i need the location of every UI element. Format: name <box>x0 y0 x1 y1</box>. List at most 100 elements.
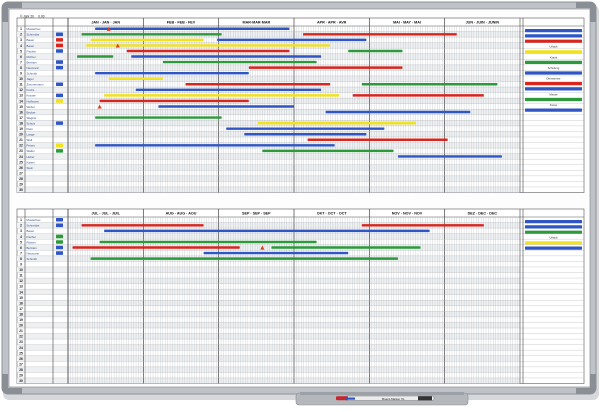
magnet-strip-blue[interactable] <box>203 251 349 255</box>
flag-marker[interactable] <box>115 43 120 48</box>
magnet-strip-green[interactable] <box>262 149 394 153</box>
legend-strip-blue[interactable] <box>525 108 582 112</box>
row-name-label[interactable]: Fischer <box>27 235 37 239</box>
magnet-tag-yellow[interactable] <box>56 143 63 148</box>
magnet-strip-red[interactable] <box>72 246 240 249</box>
row-name-label[interactable]: Musterfrau <box>27 27 41 31</box>
magnet-strip-blue[interactable] <box>158 105 294 108</box>
legend-strip-blue[interactable] <box>525 225 582 229</box>
magnet-tag-blue[interactable] <box>56 251 63 255</box>
row-name-label[interactable]: Wolf <box>27 138 33 142</box>
magnet-strip-green[interactable] <box>348 49 403 53</box>
magnet-tag-blue[interactable] <box>56 82 63 87</box>
magnet-strip-yellow[interactable] <box>257 121 417 125</box>
magnet-strip-blue[interactable] <box>95 144 335 147</box>
legend-strip-yellow[interactable] <box>525 50 582 54</box>
row-name-label[interactable]: Zimmermann <box>27 83 44 87</box>
row-name-label[interactable]: Richter <box>27 240 36 244</box>
row-name-label[interactable]: Schneider <box>27 33 40 37</box>
magnet-strip-blue[interactable] <box>397 155 502 158</box>
magnet-strip-blue[interactable] <box>95 71 249 75</box>
row-name-label[interactable]: Becker <box>27 110 36 114</box>
row-name-label[interactable]: Kaiser <box>27 160 35 164</box>
magnet-strip-red[interactable] <box>352 94 484 97</box>
magnet-tag-blue[interactable] <box>56 121 63 125</box>
magnet-tag-blue[interactable] <box>56 245 63 250</box>
magnet-strip-green[interactable] <box>162 60 317 64</box>
row-name-label[interactable]: Weber <box>27 105 35 109</box>
magnet-tag-green[interactable] <box>56 234 63 239</box>
flag-marker[interactable] <box>260 245 265 250</box>
legend-strip-green[interactable] <box>525 60 582 64</box>
legend-strip-blue[interactable] <box>525 71 582 75</box>
magnet-tag-red[interactable] <box>56 38 63 42</box>
row-name-label[interactable]: Wagner <box>27 116 37 120</box>
magnet-strip-red[interactable] <box>361 224 484 227</box>
magnet-tag-green[interactable] <box>56 149 63 153</box>
row-name-label[interactable]: Schmidt <box>27 257 38 261</box>
magnet-strip-blue[interactable] <box>226 127 385 130</box>
magnet-tag-blue[interactable] <box>56 49 63 53</box>
magnet-strip-blue[interactable] <box>135 88 322 92</box>
row-name-label[interactable]: Richter <box>27 55 36 59</box>
magnet-strip-blue[interactable] <box>325 110 471 114</box>
magnet-strip-green[interactable] <box>271 246 421 249</box>
row-name-label[interactable]: Klein <box>27 127 34 131</box>
row-name-label[interactable]: Lange <box>27 133 35 137</box>
magnet-strip-blue[interactable] <box>131 55 322 58</box>
row-name-label[interactable]: Neumann <box>27 66 40 70</box>
legend-strip-yellow[interactable] <box>525 241 582 245</box>
magnet-strip-green[interactable] <box>81 33 222 36</box>
magnet-strip-green[interactable] <box>90 257 398 260</box>
legend-strip-blue[interactable] <box>525 87 582 91</box>
row-name-label[interactable]: Bauer <box>27 44 35 48</box>
magnet-strip-green[interactable] <box>99 240 317 244</box>
magnet-strip-green[interactable] <box>77 55 114 58</box>
row-name-label[interactable]: Walter <box>27 149 35 153</box>
legend-strip-blue[interactable] <box>525 246 582 250</box>
legend-strip-blue[interactable] <box>525 220 582 224</box>
magnet-strip-yellow[interactable] <box>108 77 163 80</box>
row-name-label[interactable]: Stein <box>27 166 34 170</box>
row-name-label[interactable]: Neumann <box>27 251 40 255</box>
magnet-strip-blue[interactable] <box>95 27 290 30</box>
legend-strip-green[interactable] <box>525 230 582 234</box>
row-name-label[interactable]: Schulz <box>27 121 36 125</box>
magnet-strip-red[interactable] <box>185 83 331 86</box>
magnet-strip-red[interactable] <box>248 66 403 69</box>
magnet-strip-yellow[interactable] <box>104 94 340 97</box>
row-name-label[interactable]: Bauer <box>27 38 35 42</box>
magnet-tag-blue[interactable] <box>56 223 63 228</box>
legend-strip-red[interactable] <box>525 39 582 43</box>
row-name-label[interactable]: Bertram <box>27 60 38 64</box>
magnet-tag-green[interactable] <box>56 240 63 244</box>
row-name-label[interactable]: Schneider <box>27 224 40 228</box>
row-name-label[interactable]: Peters <box>27 144 36 148</box>
row-name-label[interactable]: Hoffmann <box>27 99 40 103</box>
row-name-label[interactable]: Krause <box>27 94 37 98</box>
row-name-label[interactable]: Musterfrau <box>27 218 41 222</box>
magnet-tag-blue[interactable] <box>56 32 63 37</box>
legend-strip-green[interactable] <box>525 97 582 102</box>
magnet-strip-yellow[interactable] <box>90 38 204 42</box>
row-name-label[interactable]: Jäger <box>27 77 34 81</box>
row-name-label[interactable]: Huber <box>27 155 35 159</box>
magnet-strip-green[interactable] <box>361 83 498 86</box>
magnet-tag-blue[interactable] <box>56 65 63 70</box>
magnet-strip-red[interactable] <box>81 224 204 227</box>
magnet-strip-blue[interactable] <box>104 229 430 233</box>
magnet-strip-red[interactable] <box>307 138 448 141</box>
legend-strip-blue[interactable] <box>525 34 582 38</box>
magnet-tag-yellow[interactable] <box>56 99 63 103</box>
magnet-strip-red[interactable] <box>99 99 249 103</box>
magnet-strip-blue[interactable] <box>244 133 367 136</box>
magnet-strip-red[interactable] <box>126 49 290 53</box>
row-name-label[interactable]: Fuchs <box>27 88 35 92</box>
magnet-strip-yellow[interactable] <box>86 44 331 47</box>
magnet-tag-blue[interactable] <box>56 93 63 98</box>
magnet-tag-blue[interactable] <box>56 218 63 222</box>
row-name-label[interactable]: Bauer <box>27 229 35 233</box>
row-name-label[interactable]: Schmidt <box>27 72 38 76</box>
legend-strip-red[interactable] <box>525 82 582 86</box>
magnet-strip-green[interactable] <box>95 116 222 119</box>
